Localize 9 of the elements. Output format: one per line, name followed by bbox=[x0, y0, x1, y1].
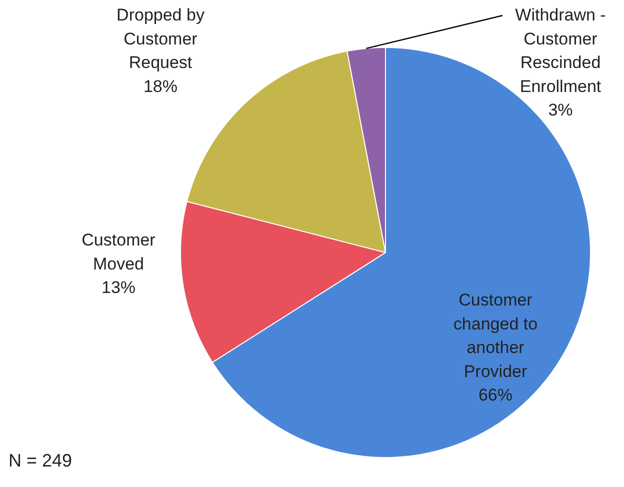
data-label: 3% bbox=[548, 100, 573, 120]
slice-label: Customer changed to another Provider bbox=[453, 290, 538, 381]
data-label: 66% bbox=[478, 386, 513, 404]
data-label: 18% bbox=[143, 76, 178, 96]
slice-label: Withdrawn - Customer Rescinded Enrollment bbox=[515, 6, 606, 96]
text: N = 249 bbox=[8, 450, 72, 470]
slice-label: Customer Moved bbox=[82, 230, 156, 274]
slice-label: Dropped by Customer Request bbox=[116, 6, 205, 72]
data-label: 13% bbox=[101, 278, 136, 297]
